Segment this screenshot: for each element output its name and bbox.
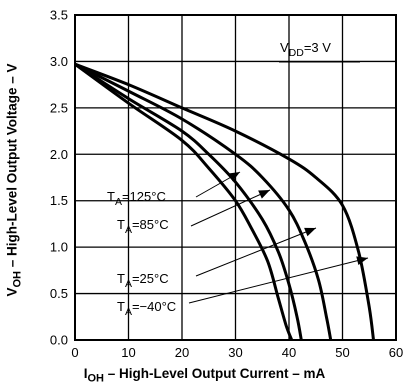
- series-label-3: TA=−40°C: [117, 299, 176, 318]
- y-axis-label: VOH – High-Level Output Voltage – V: [2, 0, 26, 340]
- x-tick-label: 10: [121, 345, 135, 360]
- x-axis-label-rest: – High-Level Output Current – mA: [103, 366, 326, 381]
- series-curve-2: [74, 62, 333, 341]
- series-curve-1: [74, 62, 303, 341]
- series-curves: [74, 62, 375, 341]
- series-label-1: TA=85°C: [117, 217, 169, 236]
- series-leader-2-head: [304, 227, 316, 237]
- x-axis-label-main: I: [83, 366, 88, 381]
- series-labels: TA=125°C TA=85°C TA=25°C TA=−40°C VDD=3 V: [107, 40, 360, 318]
- y-tick-label: 1.0: [50, 240, 68, 255]
- series-leader-1-head: [258, 190, 270, 199]
- y-tick-label: 2.5: [50, 100, 68, 115]
- y-axis-label-rest: – High-Level Output Voltage – V: [4, 63, 20, 272]
- vdd-annotation: VDD=3 V: [280, 40, 331, 59]
- plot-frame: [74, 14, 397, 341]
- series-curve-0: [74, 63, 294, 341]
- legend-leaders: [188, 171, 369, 304]
- y-axis-label-sub: OH: [11, 271, 24, 288]
- y-tick-label: 3.0: [50, 54, 68, 69]
- x-tick-label: 50: [335, 345, 349, 360]
- y-tick-label: 0.0: [50, 333, 68, 348]
- x-tick-label: 0: [71, 345, 78, 360]
- series-leader-1: [190, 189, 271, 227]
- y-tick-label: 2.0: [50, 147, 68, 162]
- series-label-2: TA=25°C: [117, 271, 169, 290]
- series-leader-0-head: [228, 172, 240, 182]
- x-tick-label: 20: [175, 345, 189, 360]
- series-leader-2: [195, 227, 317, 277]
- series-curve-3: [74, 62, 375, 341]
- series-leader-3: [188, 257, 369, 304]
- y-tick-label: 3.5: [50, 8, 68, 23]
- y-tick-label: 1.5: [50, 193, 68, 208]
- y-tick-label: 0.5: [50, 286, 68, 301]
- y-axis-label-main: V: [4, 287, 20, 297]
- x-tick-label: 30: [228, 345, 242, 360]
- x-axis-label: IOH – High-Level Output Current – mA: [0, 366, 409, 385]
- x-tick-label: 40: [282, 345, 296, 360]
- series-leader-3-head: [356, 256, 368, 266]
- tick-labels: 0 10 20 30 40 50 60 0.0 0.5 1.0 1.5 2.0 2.5 3.0 3.5: [50, 8, 403, 361]
- series-label-0: TA=125°C: [107, 189, 166, 208]
- x-tick-label: 60: [389, 345, 403, 360]
- x-axis-label-sub: OH: [87, 372, 104, 385]
